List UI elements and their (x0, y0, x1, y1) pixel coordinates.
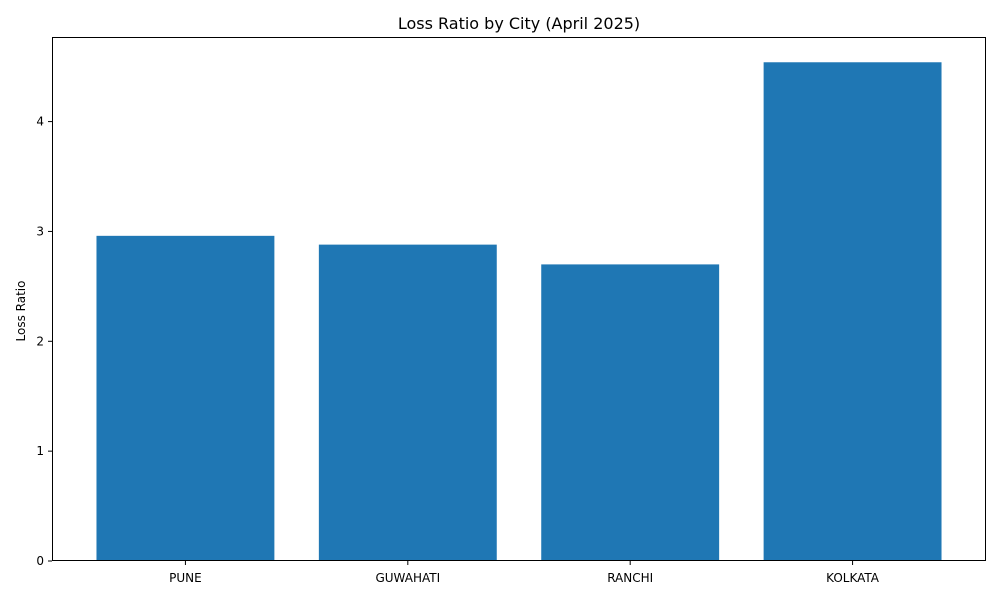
y-tick-label: 3 (36, 224, 44, 238)
y-axis-label: Loss Ratio (14, 281, 28, 342)
chart-title: Loss Ratio by City (April 2025) (398, 14, 640, 33)
x-tick-label: KOLKATA (826, 571, 880, 585)
bar-kolkata (763, 62, 942, 562)
y-ticks-group: 0 1 2 3 4 (36, 115, 52, 568)
x-tick-label: RANCHI (607, 571, 653, 585)
y-tick-label: 0 (36, 554, 44, 568)
bars-group (96, 62, 942, 562)
y-tick-label: 4 (36, 115, 44, 129)
bar-ranchi (541, 264, 720, 561)
y-tick-label: 1 (36, 444, 44, 458)
x-tick-label: PUNE (169, 571, 202, 585)
x-tick-label: GUWAHATI (375, 571, 440, 585)
x-ticks-group: PUNE GUWAHATI RANCHI KOLKATA (169, 561, 880, 585)
y-tick-label: 2 (36, 334, 44, 348)
bar-guwahati (318, 244, 497, 562)
bar-pune (96, 235, 275, 561)
plot-frame (52, 37, 986, 561)
